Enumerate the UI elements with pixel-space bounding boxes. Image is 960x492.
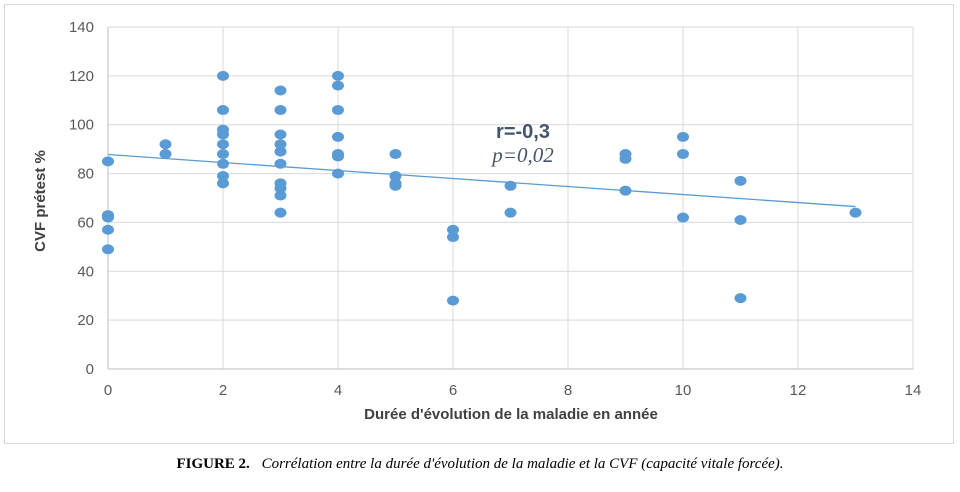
data-point (332, 80, 344, 91)
x-tick-label: 0 (104, 382, 112, 399)
data-point (677, 212, 689, 223)
data-point (217, 139, 229, 150)
data-point (102, 156, 114, 167)
figure-caption-text: Corrélation entre la durée d'évolution d… (261, 456, 784, 472)
data-point (389, 180, 402, 191)
x-tick-label: 10 (675, 382, 692, 399)
axes (107, 27, 913, 370)
data-point (332, 168, 344, 179)
data-point (389, 171, 402, 182)
x-tick-label: 6 (449, 382, 457, 399)
data-point (332, 105, 344, 116)
trendline (107, 153, 856, 208)
x-tick-label: 2 (219, 382, 227, 399)
data-point (389, 149, 402, 160)
data-point (734, 214, 747, 225)
data-point (504, 180, 517, 191)
data-point (217, 158, 229, 169)
data-point (217, 178, 229, 189)
x-tick-label: 14 (905, 382, 922, 399)
chart-frame: 0 20 40 60 80 100 120 140 0 2 4 6 8 10 12 14 CVF prétes… (4, 4, 954, 444)
data-point (734, 293, 747, 304)
data-point (274, 129, 287, 140)
y-axis-title: CVF prétest % (32, 150, 49, 252)
p-value-label: p=0,02 (490, 143, 554, 167)
data-point (274, 105, 287, 116)
tick-labels: 0 20 40 60 80 100 120 140 0 2 4 6 8 10 12 14 (69, 19, 921, 399)
data-point (447, 224, 459, 235)
data-point (217, 105, 229, 116)
data-point (217, 149, 229, 160)
y-tick-label: 120 (69, 68, 94, 85)
data-point (102, 212, 114, 223)
data-point (274, 183, 287, 194)
data-point (504, 207, 517, 218)
data-point (332, 70, 344, 81)
data-point (274, 207, 287, 218)
figure-caption: FIGURE 2. Corrélation entre la durée d'é… (0, 456, 960, 473)
data-point (274, 190, 287, 201)
data-point (274, 139, 287, 150)
y-tick-label: 20 (77, 312, 94, 329)
data-point (332, 151, 344, 162)
data-point (447, 232, 459, 243)
data-point (619, 153, 632, 164)
data-point (217, 129, 229, 140)
y-tick-label: 0 (86, 361, 94, 378)
data-points (102, 70, 862, 306)
data-point (677, 149, 689, 160)
correlation-coefficient-label: r=-0,3 (496, 121, 550, 143)
x-axis-title: Durée d'évolution de la maladie en année (364, 406, 658, 423)
y-tick-label: 60 (77, 214, 94, 231)
data-point (102, 244, 114, 255)
y-tick-label: 40 (77, 263, 94, 280)
grid-lines (108, 26, 914, 369)
y-tick-label: 140 (69, 19, 94, 36)
y-tick-label: 80 (77, 166, 94, 183)
data-point (849, 207, 862, 218)
data-point (159, 139, 172, 150)
data-point (677, 131, 689, 142)
data-point (217, 70, 229, 81)
y-tick-label: 100 (69, 117, 94, 134)
x-tick-label: 8 (564, 382, 572, 399)
scatter-chart: 0 20 40 60 80 100 120 140 0 2 4 6 8 10 12 14 CVF prétes… (32, 19, 921, 423)
x-tick-label: 4 (334, 382, 342, 399)
data-point (734, 175, 747, 186)
data-point (619, 185, 632, 196)
figure-caption-label: FIGURE 2. (176, 456, 250, 472)
data-point (274, 146, 287, 157)
data-point (102, 224, 114, 235)
trendline-group (107, 153, 856, 208)
data-point (332, 131, 344, 142)
data-point (274, 85, 287, 96)
data-point (159, 149, 172, 160)
x-tick-label: 12 (790, 382, 807, 399)
data-point (274, 158, 287, 169)
data-point (217, 171, 229, 182)
data-point (447, 295, 459, 306)
